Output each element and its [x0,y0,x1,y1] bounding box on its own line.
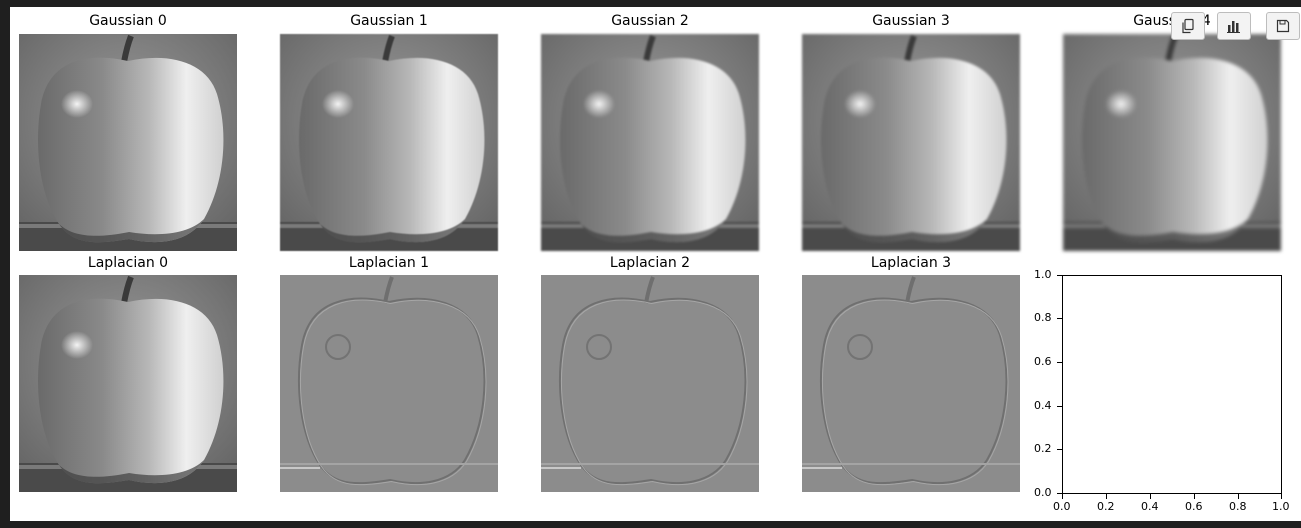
y-tick-label: 0.4 [1034,399,1052,412]
y-tick-mark [1057,493,1062,494]
figure-canvas: Gaussian 0 Gaussian 1 Gaussian 2 Gaussia… [10,7,1301,521]
laplacian-title-2: Laplacian 2 [609,255,691,271]
x-tick-mark [1106,494,1107,499]
y-tick-label: 0.8 [1034,311,1052,324]
x-tick-label: 0.4 [1141,500,1159,513]
laplacian-title-0: Laplacian 0 [87,255,169,271]
gaussian-title-3: Gaussian 3 [872,13,950,29]
y-tick-label: 1.0 [1034,268,1052,281]
x-tick-mark [1194,494,1195,499]
chart-icon [1227,21,1240,33]
y-tick-mark [1057,318,1062,319]
x-tick-label: 1.0 [1272,500,1290,513]
x-tick-label: 0.8 [1229,500,1247,513]
empty-axes [1062,275,1282,494]
gaussian-image-1 [280,34,498,251]
copy-button[interactable] [1171,12,1205,40]
x-tick-label: 0.0 [1053,500,1071,513]
y-tick-mark [1057,362,1062,363]
x-tick-label: 0.6 [1185,500,1203,513]
laplacian-image-1 [280,275,498,492]
gaussian-title-2: Gaussian 2 [611,13,689,29]
laplacian-title-3: Laplacian 3 [870,255,952,271]
x-tick-mark [1281,494,1282,499]
y-tick-label: 0.2 [1034,442,1052,455]
save-icon [1276,19,1290,33]
save-button[interactable] [1266,12,1300,40]
y-tick-mark [1057,449,1062,450]
gaussian-image-3 [802,34,1020,251]
y-tick-label: 0.6 [1034,355,1052,368]
x-tick-mark [1150,494,1151,499]
y-tick-label: 0.0 [1034,486,1052,499]
y-tick-mark [1057,275,1062,276]
x-tick-mark [1238,494,1239,499]
x-tick-label: 0.2 [1097,500,1115,513]
y-tick-mark [1057,406,1062,407]
laplacian-image-3 [802,275,1020,492]
gaussian-title-0: Gaussian 0 [89,13,167,29]
gaussian-image-4 [1063,34,1281,251]
gaussian-image-2 [541,34,759,251]
x-tick-mark [1062,494,1063,499]
laplacian-image-0 [19,275,237,492]
laplacian-image-2 [541,275,759,492]
copy-icon [1182,18,1194,34]
gaussian-image-0 [19,34,237,251]
laplacian-title-1: Laplacian 1 [348,255,430,271]
gaussian-title-1: Gaussian 1 [350,13,428,29]
chart-button[interactable] [1217,12,1251,40]
